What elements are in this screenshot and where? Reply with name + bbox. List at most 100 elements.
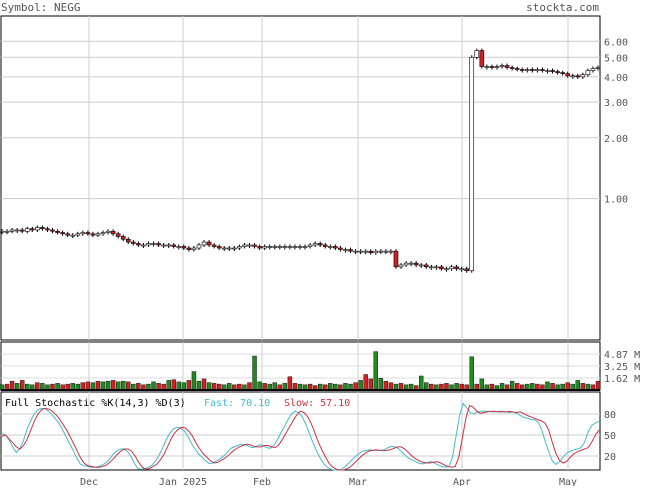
price-candle xyxy=(580,74,586,78)
volume-bar xyxy=(353,382,358,391)
price-candle xyxy=(459,268,464,271)
price-candle xyxy=(535,69,540,71)
stoch-fast-label: Fast: 70.10 xyxy=(204,398,270,409)
price-candle xyxy=(373,250,379,254)
price-candle xyxy=(540,69,545,71)
volume-bar xyxy=(252,355,257,391)
price-candle xyxy=(131,241,136,244)
price-candle xyxy=(398,264,404,268)
price-candle xyxy=(565,73,570,77)
volume-bar xyxy=(115,381,121,391)
price-candle xyxy=(136,243,141,246)
x-tick-label: Dec xyxy=(80,477,98,486)
price-candle xyxy=(90,233,96,236)
price-candle xyxy=(100,232,106,235)
price-candle xyxy=(282,246,288,248)
price-candle xyxy=(312,243,318,246)
price-candle xyxy=(595,67,601,69)
price-candle xyxy=(444,268,449,271)
volume-tick-label: 1.62 M xyxy=(604,374,640,385)
volume-baseline xyxy=(1,389,600,391)
price-candle xyxy=(4,230,10,233)
price-candle xyxy=(110,230,116,235)
stoch-tick-label: 20 xyxy=(604,452,616,463)
price-candle xyxy=(206,241,212,246)
price-candle xyxy=(216,246,222,249)
volume-bar xyxy=(469,356,474,391)
price-candle xyxy=(479,50,485,67)
panel-frame xyxy=(0,15,601,341)
site-label: stockta.com xyxy=(526,1,599,14)
volume-bar xyxy=(363,374,368,391)
volume-bar xyxy=(595,380,601,391)
price-candle xyxy=(343,249,348,251)
price-candle xyxy=(590,68,596,71)
volume-bar xyxy=(176,381,181,391)
price-candle xyxy=(519,69,525,71)
price-candle xyxy=(262,246,267,249)
price-candle xyxy=(171,244,177,247)
volume-bar xyxy=(105,380,111,391)
price-candle xyxy=(50,229,55,232)
volume-bar xyxy=(85,381,91,391)
price-candle xyxy=(408,262,414,265)
stoch-line-slow xyxy=(1,404,600,471)
volume-bar xyxy=(388,382,394,391)
price-candle xyxy=(166,244,171,247)
volume-bar xyxy=(201,378,207,391)
price-candle xyxy=(464,268,469,272)
price-candle xyxy=(388,250,394,253)
price-candle xyxy=(40,227,45,230)
volume-bar xyxy=(247,382,252,391)
price-candle xyxy=(70,234,76,237)
price-candle xyxy=(125,238,131,243)
price-tick-label: 1.00 xyxy=(604,195,628,206)
price-candle xyxy=(469,56,475,272)
stoch-tick-label: 50 xyxy=(604,431,616,442)
price-candle xyxy=(221,247,227,250)
price-candle xyxy=(494,66,500,68)
price-candle xyxy=(570,75,576,78)
volume-bar xyxy=(171,379,176,391)
price-candle xyxy=(545,70,550,72)
price-candle xyxy=(141,244,146,247)
volume-bar xyxy=(100,381,106,391)
x-tick-label: Mar xyxy=(349,477,367,486)
price-candle xyxy=(242,244,247,247)
price-candle xyxy=(80,232,86,235)
price-candle xyxy=(322,244,328,247)
price-candle xyxy=(19,229,25,232)
stoch-slow-label: Slow: 57.10 xyxy=(284,398,350,409)
volume-bar xyxy=(151,381,156,391)
x-tick-label: Apr xyxy=(453,477,471,486)
price-candle xyxy=(499,65,505,67)
price-candle xyxy=(297,246,303,248)
volume-bar xyxy=(358,380,363,391)
price-candle xyxy=(237,246,242,249)
price-candle xyxy=(146,243,151,246)
price-candle xyxy=(277,246,283,248)
volume-bar xyxy=(110,380,116,391)
price-candle xyxy=(434,266,439,269)
volume-bar xyxy=(257,381,262,391)
volume-bar xyxy=(166,380,171,391)
price-candle xyxy=(393,250,399,268)
volume-bar xyxy=(35,382,40,391)
volume-bar xyxy=(373,351,378,391)
volume-bar xyxy=(80,382,86,391)
volume-bar xyxy=(368,378,373,391)
price-candle xyxy=(151,243,156,245)
price-candle xyxy=(328,246,333,248)
volume-bar xyxy=(424,382,429,391)
volume-bar xyxy=(383,380,389,391)
volume-bar xyxy=(186,380,192,391)
price-candle xyxy=(454,266,459,270)
volume-bar xyxy=(378,377,384,391)
price-candle xyxy=(338,247,343,250)
volume-bar xyxy=(206,382,212,391)
x-tick-label: Jan 2025 xyxy=(159,477,207,486)
stoch-tick-label: 80 xyxy=(604,410,616,421)
price-candle xyxy=(474,50,480,58)
price-candle xyxy=(418,264,424,267)
